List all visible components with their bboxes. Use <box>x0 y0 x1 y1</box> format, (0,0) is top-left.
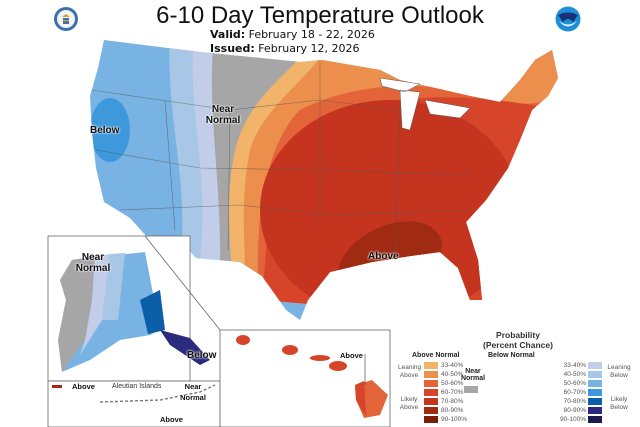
legend-above-range: 40-50% <box>441 371 464 378</box>
doc-seal-icon <box>54 7 78 31</box>
legend-below-swatch <box>588 407 602 414</box>
legend-above-swatch <box>424 407 438 414</box>
label-below-conus: Below <box>90 125 120 136</box>
legend-likely-below: Likely Below <box>610 396 628 411</box>
label-near-normal-aleutian: Near Normal <box>180 382 206 402</box>
legend-below-swatch <box>588 416 602 423</box>
alaska-inset <box>47 235 221 427</box>
legend-below-range: 33-40% <box>563 362 586 369</box>
legend-above-swatch <box>424 416 438 423</box>
legend-below-range: 70-80% <box>563 398 586 405</box>
legend-above-range: 70-80% <box>441 398 464 405</box>
label-above-hawaii: Above <box>340 351 363 360</box>
label-above-aleutian: Above <box>72 382 95 391</box>
legend-below-swatch <box>588 380 602 387</box>
legend-above-range: 80-90% <box>441 407 464 414</box>
page-title: 6-10 Day Temperature Outlook <box>156 2 484 29</box>
legend-near-normal: Near Normal <box>460 368 486 382</box>
valid-dates: Valid: February 18 - 22, 2026 <box>210 28 375 41</box>
legend-below-range: 40-50% <box>563 371 586 378</box>
legend-above-swatch <box>424 389 438 396</box>
legend-below-range: 60-70% <box>563 389 586 396</box>
legend-below-swatch <box>588 362 602 369</box>
hawaii-inset <box>219 329 391 427</box>
legend-above-range: 60-70% <box>441 389 464 396</box>
label-above-aleutian-bottom: Above <box>160 415 183 424</box>
legend-leaning-above: Leaning Above <box>398 364 422 379</box>
probability-legend: Probability (Percent Chance) Above Norma… <box>398 330 638 427</box>
legend-below-swatch <box>588 371 602 378</box>
legend-leaning-below: Leaning Below <box>607 364 631 379</box>
legend-likely-above: Likely Above <box>399 396 419 411</box>
label-near-normal-conus: Near Normal <box>205 104 241 126</box>
label-below-alaska: Below <box>187 350 217 361</box>
legend-below-header: Below Normal <box>488 352 535 359</box>
legend-below-range: 50-60% <box>563 380 586 387</box>
label-near-normal-alaska: Near Normal <box>75 252 111 274</box>
legend-below-range: 80-90% <box>563 407 586 414</box>
legend-above-swatch <box>424 380 438 387</box>
legend-near-normal-swatch <box>464 386 478 393</box>
legend-above-range: 50-60% <box>441 380 464 387</box>
legend-below-swatch <box>588 389 602 396</box>
legend-below-range: 90-100% <box>559 416 586 423</box>
legend-below-swatch <box>588 398 602 405</box>
legend-title: Probability <box>496 330 540 340</box>
label-aleutian-islands: Aleutian Islands <box>112 383 162 390</box>
legend-above-swatch <box>424 362 438 369</box>
noaa-logo-icon <box>555 6 581 32</box>
legend-above-range: 90-100% <box>441 416 468 423</box>
legend-above-swatch <box>424 371 438 378</box>
legend-above-range: 33-40% <box>441 362 464 369</box>
label-above-conus: Above <box>368 251 399 262</box>
legend-subtitle: (Percent Chance) <box>483 340 553 350</box>
issued-date: Issued: February 12, 2026 <box>210 42 360 55</box>
legend-above-swatch <box>424 398 438 405</box>
legend-above-header: Above Normal <box>412 352 460 359</box>
